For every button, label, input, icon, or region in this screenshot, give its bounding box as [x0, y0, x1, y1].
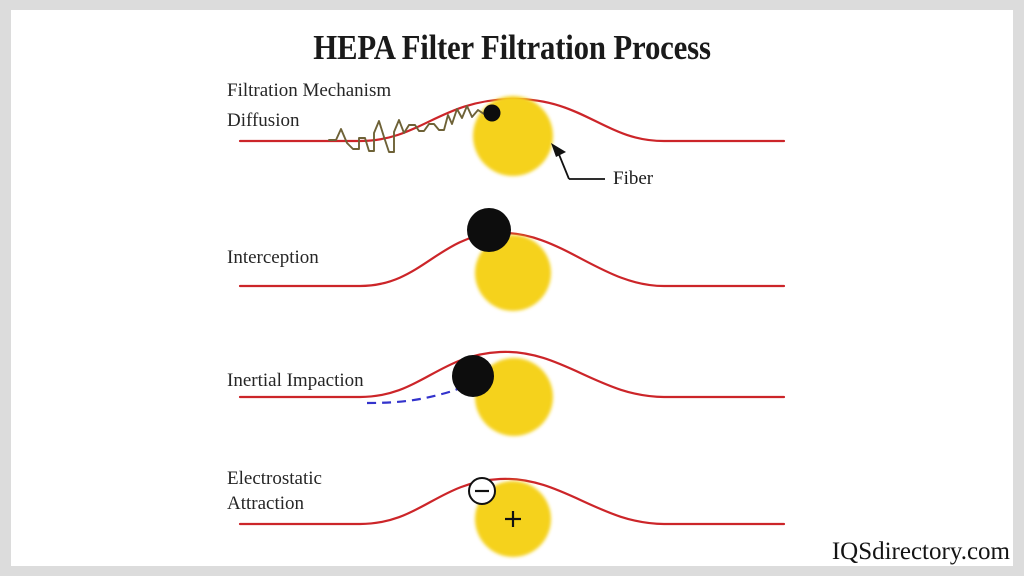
electrostatic-label-line-1: Electrostatic [227, 468, 322, 489]
particle-diffusion [483, 104, 501, 122]
row-diffusion [238, 96, 786, 180]
fiber-interception [475, 235, 551, 311]
filtration-mechanism-heading: Filtration Mechanism [227, 80, 392, 101]
watermark-text: IQSdirectory.com [831, 538, 1010, 565]
mechanism-label-electrostatic-attraction: Electrostatic Attraction [227, 466, 322, 516]
fiber-callout-arrow [551, 143, 605, 180]
particle-negative-charge-icon [468, 477, 496, 505]
fiber-diffusion [473, 96, 553, 176]
diffusion-random-walk-path [328, 105, 490, 153]
row-inertial-impaction [238, 350, 786, 436]
row-electrostatic-attraction [238, 477, 786, 557]
streamline-inertial [238, 350, 786, 399]
fiber-inertial [475, 358, 553, 436]
streamline-electrostatic [238, 477, 786, 526]
page-title: HEPA Filter Filtration Process [313, 28, 711, 67]
mechanism-label-interception: Interception [227, 247, 319, 268]
fiber-positive-charge-icon [505, 511, 521, 527]
particle-interception [467, 208, 511, 252]
electrostatic-label-line-2: Attraction [227, 493, 305, 514]
particle-inertial [452, 355, 494, 397]
mechanism-label-diffusion: Diffusion [227, 110, 300, 131]
mechanism-label-inertial-impaction: Inertial Impaction [227, 370, 364, 391]
fiber-callout-label: Fiber [613, 168, 654, 189]
row-interception [238, 208, 786, 311]
